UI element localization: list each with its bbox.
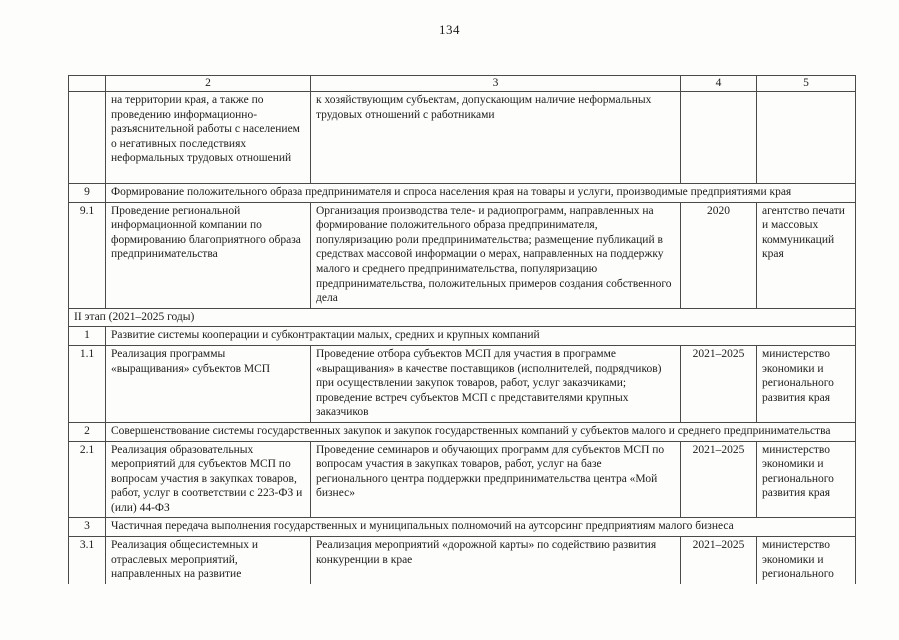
row-number-cell: 2 xyxy=(68,421,106,442)
measure-cell: Проведение семинаров и обучающих програм… xyxy=(310,440,681,519)
header-col-3: 3 xyxy=(310,75,681,92)
header-col-4: 4 xyxy=(680,75,757,92)
executor-cell: министерство экономики и регионального р… xyxy=(756,344,856,423)
activity-cell: Реализация образовательных мероприятий д… xyxy=(105,440,311,519)
period-cell: 2021–2025 xyxy=(680,344,757,423)
executor-cell: министерство экономики и регионального р… xyxy=(756,440,856,519)
executor-cell: министерство экономики и регионального xyxy=(756,536,856,584)
header-col-2: 2 xyxy=(105,75,311,92)
table-row-2: 2 Совершенствование системы государственн… xyxy=(68,421,856,442)
executor-cell xyxy=(756,91,856,184)
activity-cell: на территории края, а также по проведени… xyxy=(105,91,311,184)
executor-cell: агентство печати и массовых коммуникаций… xyxy=(756,201,856,309)
row-number-cell: 9 xyxy=(68,183,106,203)
table-row-3: 3 Частичная передача выполнения государст… xyxy=(68,517,856,538)
row-number-cell: 3 xyxy=(68,517,106,538)
period-cell: 2021–2025 xyxy=(680,440,757,519)
program-measures-table: 2 3 4 5 на территории края, а также по п… xyxy=(68,75,856,584)
header-col-1 xyxy=(68,75,106,92)
row-number-cell: 9.1 xyxy=(68,201,106,309)
activity-cell: Реализация программы «выращивания» субъе… xyxy=(105,344,311,423)
stage-title-cell: II этап (2021–2025 годы) xyxy=(68,307,856,328)
measure-cell: к хозяйствующим субъектам, допускающим н… xyxy=(310,91,681,184)
table-header-row: 2 3 4 5 xyxy=(68,75,856,92)
row-number-cell xyxy=(68,91,106,184)
section-title-cell: Формирование положительного образа предп… xyxy=(105,183,856,203)
table-row-9.1: 9.1 Проведение региональной информационно… xyxy=(68,201,856,309)
table-row-2.1: 2.1 Реализация образовательных мероприяти… xyxy=(68,440,856,519)
row-number-cell: 2.1 xyxy=(68,440,106,519)
table-row-stage: II этап (2021–2025 годы) xyxy=(68,307,856,328)
measure-cell: Проведение отбора субъектов МСП для учас… xyxy=(310,344,681,423)
page-number: 134 xyxy=(439,22,460,37)
section-title-cell: Развитие системы кооперации и субконтрак… xyxy=(105,326,856,346)
header-col-5: 5 xyxy=(756,75,856,92)
measure-cell: Организация производства теле- и радиопр… xyxy=(310,201,681,309)
section-title-cell: Совершенствование системы государственны… xyxy=(105,421,856,442)
plan-table-body: на территории края, а также по проведени… xyxy=(68,91,856,584)
activity-cell: Проведение региональной информационной к… xyxy=(105,201,311,309)
table-header: 2 3 4 5 xyxy=(68,75,856,92)
table-row-1: 1 Развитие системы кооперации и субконтра… xyxy=(68,326,856,346)
table-row-1.1: 1.1 Реализация программы «выращивания» су… xyxy=(68,344,856,423)
period-cell: 2020 xyxy=(680,201,757,309)
period-cell xyxy=(680,91,757,184)
section-title-cell: Частичная передача выполнения государств… xyxy=(105,517,856,538)
table-row-9: 9 Формирование положительного образа пред… xyxy=(68,183,856,203)
table-row-detail: на территории края, а также по проведени… xyxy=(68,91,856,184)
row-number-cell: 3.1 xyxy=(68,536,106,584)
measure-cell: Реализация мероприятий «дорожной карты» … xyxy=(310,536,681,584)
activity-cell: Реализация общесистемных и отраслевых ме… xyxy=(105,536,311,584)
table-row-3.1: 3.1 Реализация общесистемных и отраслевых… xyxy=(68,536,856,584)
period-cell: 2021–2025 xyxy=(680,536,757,584)
row-number-cell: 1.1 xyxy=(68,344,106,423)
row-number-cell: 1 xyxy=(68,326,106,346)
